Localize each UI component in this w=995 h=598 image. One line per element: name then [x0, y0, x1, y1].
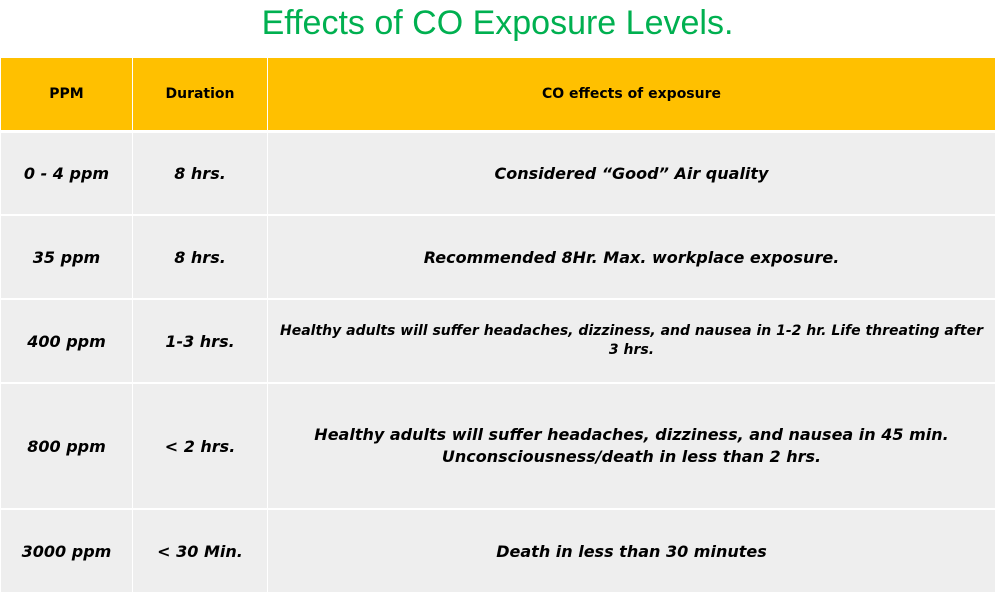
cell-ppm: 0 - 4 ppm [0, 131, 133, 216]
cell-duration: 8 hrs. [132, 215, 268, 300]
cell-duration: 8 hrs. [132, 131, 268, 216]
co-exposure-table: PPM Duration CO effects of exposure 0 - … [0, 58, 995, 594]
header-ppm: PPM [0, 58, 133, 133]
cell-effect: Considered “Good” Air quality [267, 131, 995, 216]
table-row: 3000 ppm < 30 Min. Death in less than 30… [0, 509, 995, 594]
cell-ppm: 800 ppm [0, 383, 133, 510]
table-row: 400 ppm 1-3 hrs. Healthy adults will suf… [0, 299, 995, 384]
header-duration: Duration [132, 58, 268, 133]
table-row: 800 ppm < 2 hrs. Healthy adults will suf… [0, 383, 995, 510]
table-row: 0 - 4 ppm 8 hrs. Considered “Good” Air q… [0, 131, 995, 216]
page-title: Effects of CO Exposure Levels. [261, 4, 734, 42]
cell-effect: Death in less than 30 minutes [267, 509, 995, 594]
cell-duration: < 2 hrs. [132, 383, 268, 510]
cell-ppm: 3000 ppm [0, 509, 133, 594]
cell-ppm: 35 ppm [0, 215, 133, 300]
header-effects: CO effects of exposure [267, 58, 995, 133]
cell-effect: Recommended 8Hr. Max. workplace exposure… [267, 215, 995, 300]
cell-effect: Healthy adults will suffer headaches, di… [267, 383, 995, 510]
cell-ppm: 400 ppm [0, 299, 133, 384]
table-row: 35 ppm 8 hrs. Recommended 8Hr. Max. work… [0, 215, 995, 300]
table-header-row: PPM Duration CO effects of exposure [0, 58, 995, 133]
cell-effect: Healthy adults will suffer headaches, di… [267, 299, 995, 384]
cell-duration: 1-3 hrs. [132, 299, 268, 384]
cell-duration: < 30 Min. [132, 509, 268, 594]
